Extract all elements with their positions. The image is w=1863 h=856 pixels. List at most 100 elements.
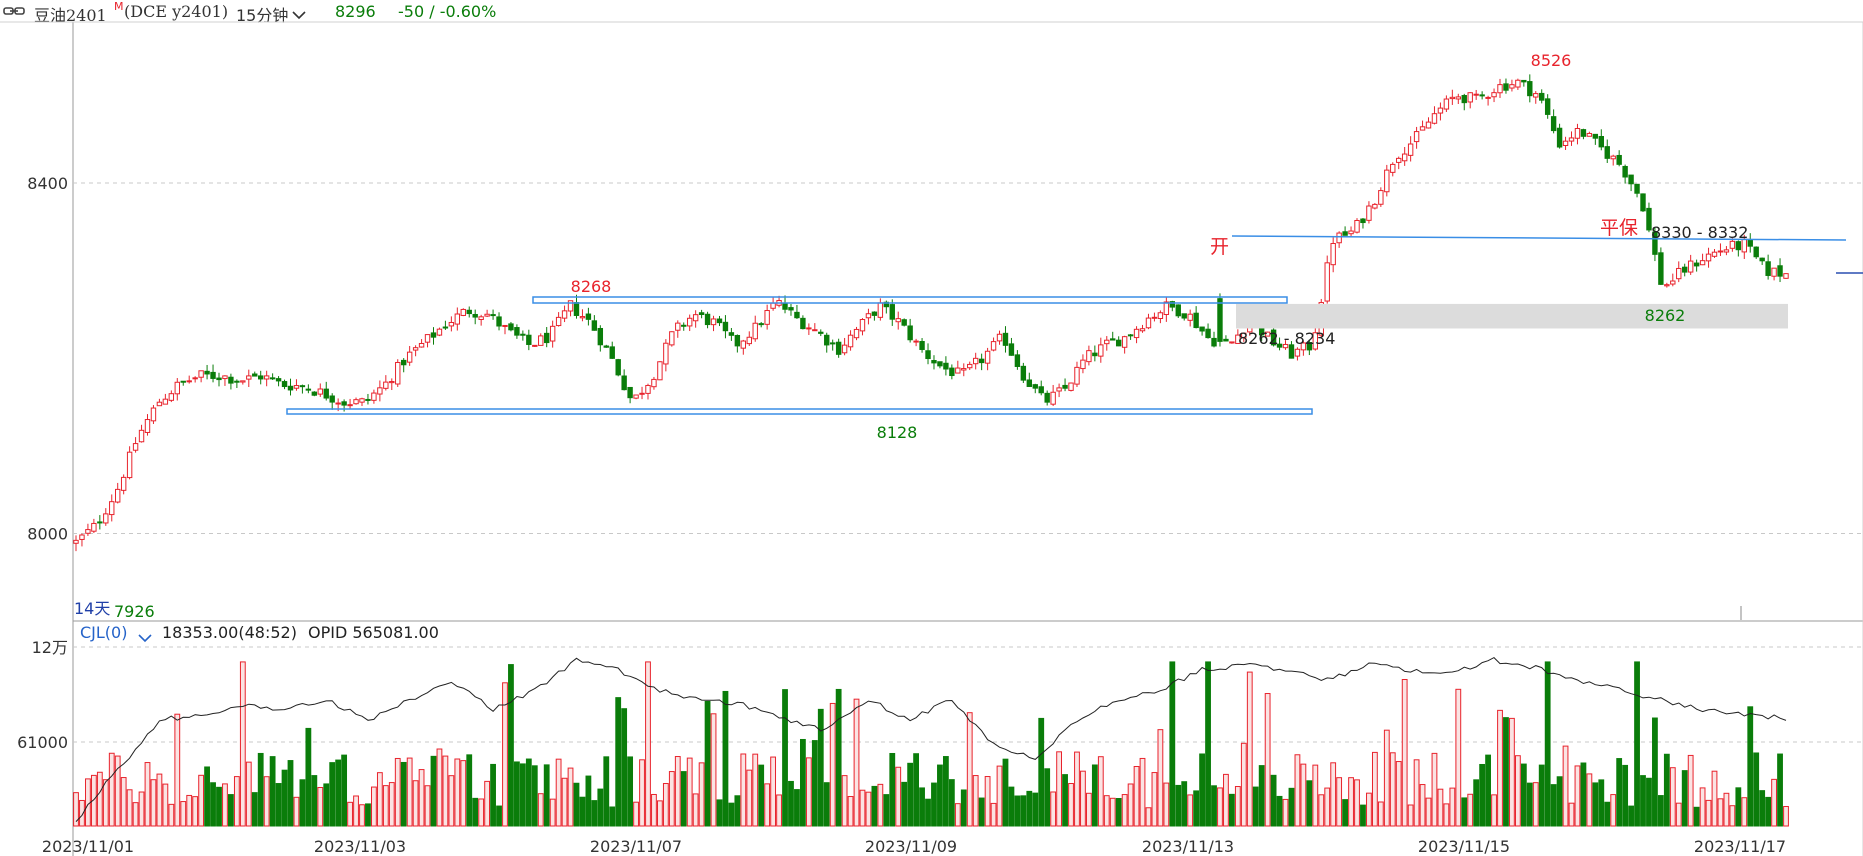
- volume-bar-down: [1288, 787, 1295, 827]
- candle-up: [770, 302, 776, 309]
- volume-bar-down: [1580, 762, 1587, 827]
- volume-bar-up: [371, 786, 377, 827]
- candle-down: [1616, 154, 1622, 165]
- candle-down: [1032, 384, 1038, 389]
- y-tick-label: 8000: [27, 525, 68, 544]
- annotation-overlays: 8268 8128 8262 - 8234 8526 开 平保 8330 - 8332 826…: [74, 51, 1863, 621]
- x-tick-label: 2023/11/01: [42, 837, 134, 856]
- volume-tick-label: 61000: [17, 733, 68, 752]
- candle-up: [353, 399, 359, 405]
- candle-up: [996, 333, 1003, 342]
- candle-up: [156, 401, 163, 407]
- range-high-label: 8268: [571, 277, 612, 296]
- candle-up: [120, 476, 127, 491]
- candle-down: [978, 358, 985, 364]
- chain-link-icon[interactable]: [3, 3, 25, 22]
- candle-up: [1372, 203, 1378, 209]
- candle-up: [1133, 328, 1140, 339]
- volume-bar-up: [1133, 766, 1140, 827]
- volume-bar-down: [1020, 795, 1027, 827]
- candle-up: [502, 324, 508, 327]
- chevron-down-icon[interactable]: [138, 628, 152, 647]
- volume-bar-up: [222, 783, 228, 827]
- volume-bar-up: [567, 767, 574, 827]
- volume-bar-up: [85, 778, 91, 827]
- volume-bar-down: [1169, 661, 1176, 827]
- volume-bar-down: [621, 708, 628, 827]
- volume-bar-up: [1151, 772, 1158, 827]
- volume-bar-down: [1759, 790, 1766, 827]
- volume-bar-down: [1461, 797, 1468, 827]
- breakeven-mark: 平保: [1600, 217, 1638, 239]
- volume-bar-down: [281, 769, 288, 827]
- volume-bar-down: [311, 775, 318, 827]
- candle-up: [460, 308, 466, 316]
- candle-down: [299, 385, 306, 388]
- candle-up: [639, 392, 645, 395]
- volume-bar-up: [1312, 764, 1319, 827]
- volume-bar-down: [925, 798, 931, 827]
- main-contract-flag: M: [114, 0, 124, 13]
- candle-up: [412, 347, 419, 351]
- volume-bar-up: [645, 661, 651, 827]
- volume-bar-up: [1741, 797, 1748, 827]
- candle-up: [561, 310, 568, 319]
- chevron-down-icon[interactable]: [292, 5, 306, 24]
- volume-bar-up: [1455, 688, 1462, 827]
- volume-bar-up: [1395, 761, 1402, 827]
- candle-down: [287, 385, 294, 391]
- volume-bar-up: [1574, 765, 1581, 827]
- volume-bar-down: [1538, 764, 1545, 827]
- candle-down: [1544, 98, 1551, 115]
- volume-bar-up: [245, 761, 252, 827]
- candle-down: [234, 380, 240, 383]
- volume-bar-down: [1592, 782, 1599, 827]
- period-selector[interactable]: 15分钟: [236, 6, 289, 25]
- volume-bar-up: [1330, 762, 1337, 827]
- volume-bar-up: [633, 801, 639, 827]
- volume-bar-up: [865, 791, 872, 827]
- volume-bar-up: [114, 755, 121, 827]
- candle-up: [984, 350, 991, 364]
- volume-bar-down: [251, 792, 258, 827]
- candle-down: [871, 311, 878, 316]
- candle-up: [1664, 284, 1670, 287]
- x-tick-label: 2023/11/07: [590, 837, 682, 856]
- volume-bar-up: [186, 794, 193, 827]
- candle-up: [395, 361, 401, 385]
- volume-bar-down: [1205, 661, 1211, 827]
- candle-up: [1687, 260, 1694, 273]
- volume-bar-down: [1032, 792, 1039, 827]
- symbol-name[interactable]: 豆油2401: [34, 6, 107, 25]
- volume-bar-up: [436, 748, 443, 827]
- candle-up: [1080, 359, 1086, 370]
- volume-bar-up: [1723, 792, 1730, 827]
- volume-bar-down: [1598, 779, 1605, 827]
- candle-up: [633, 394, 639, 399]
- volume-bar-up: [424, 785, 431, 827]
- candle-down: [275, 378, 282, 382]
- candle-up: [740, 340, 747, 349]
- candle-up: [484, 313, 490, 317]
- volume-bar-down: [1526, 782, 1533, 827]
- candle-up: [1562, 140, 1569, 146]
- candle-up: [1121, 336, 1128, 348]
- candle-down: [1777, 265, 1783, 277]
- volume-bar-up: [132, 802, 139, 827]
- candle-down: [1550, 116, 1557, 132]
- volume-bar-up: [1103, 795, 1110, 827]
- candle-down: [889, 304, 895, 320]
- volume-bar-up: [1187, 794, 1194, 827]
- volume-bar-up: [79, 799, 85, 827]
- candle-down: [543, 332, 550, 344]
- indicator-selector[interactable]: CJL(0): [80, 623, 128, 642]
- candle-down: [1646, 207, 1652, 231]
- candle-up: [293, 385, 300, 389]
- candle-down: [1765, 261, 1771, 276]
- volume-bar-up: [460, 760, 467, 827]
- volume-bar-down: [1038, 717, 1045, 827]
- volume-bar-up: [1157, 729, 1164, 827]
- volume-bar-down: [942, 756, 949, 827]
- candle-down: [919, 341, 925, 350]
